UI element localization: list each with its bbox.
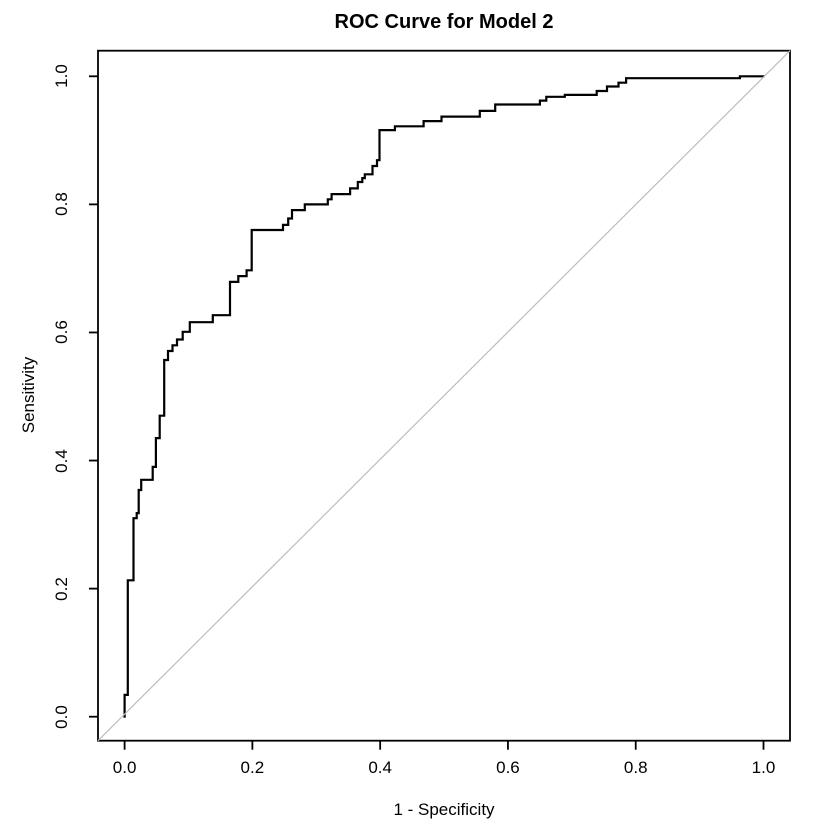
x-tick-label-0.8: 0.8 — [623, 758, 648, 777]
x-tick-label-0.0: 0.0 — [112, 758, 137, 777]
x-tick-label-1.0: 1.0 — [751, 758, 776, 777]
x-axis-title: 1 - Specificity — [393, 800, 495, 819]
chart-title: ROC Curve for Model 2 — [334, 11, 554, 33]
plot-box-border — [97, 49, 791, 742]
y-tick-label-0.4: 0.4 — [52, 448, 71, 473]
roc-curve-model-2-path — [123, 75, 765, 718]
chance-diagonal-line — [97, 50, 791, 742]
y-tick-label-0.6: 0.6 — [52, 320, 71, 345]
y-tick-label-0.8: 0.8 — [52, 192, 71, 217]
x-tick-label-0.4: 0.4 — [368, 758, 392, 777]
y-tick-label-0.2: 0.2 — [52, 576, 71, 601]
y-tick-label-1.0: 1.0 — [52, 64, 71, 89]
x-tick-label-0.6: 0.6 — [496, 758, 520, 777]
y-tick-label-0.0: 0.0 — [52, 704, 71, 729]
y-axis-title: Sensitivity — [19, 356, 38, 434]
x-tick-label-0.2: 0.2 — [240, 758, 265, 777]
